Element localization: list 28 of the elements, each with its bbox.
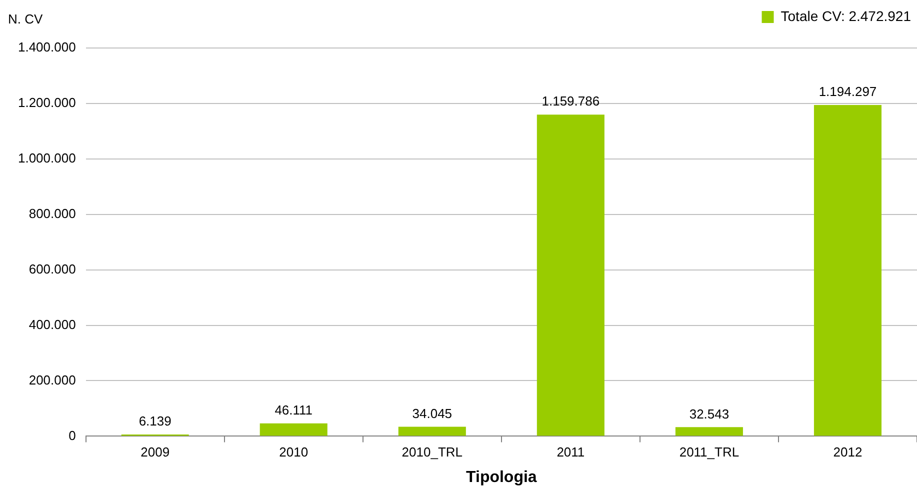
y-tick-label: 0: [68, 428, 76, 443]
y-tick-label: 200.000: [28, 372, 76, 388]
y-tick-label: 1.400.000: [18, 40, 76, 55]
y-axis-title: N. CV: [8, 12, 43, 27]
x-tick-label: 2012: [833, 444, 862, 460]
x-tick-label: 2010: [279, 444, 308, 460]
x-axis-title: Tipologia: [466, 468, 537, 486]
x-tick-label: 2011_TRL: [679, 444, 740, 460]
bar: [398, 426, 466, 436]
bar: [675, 427, 743, 436]
x-tick-label: 2011: [556, 444, 585, 460]
bar: [260, 423, 328, 436]
y-tick-label: 1.200.000: [18, 95, 76, 110]
bar: [536, 114, 604, 436]
y-tick-label: 400.000: [28, 316, 76, 332]
x-tick-label: 2010_TRL: [402, 444, 463, 460]
y-tick-label: 1.000.000: [18, 150, 76, 166]
x-tick-label: 2009: [140, 444, 170, 460]
legend-label: Totale CV: 2.472.921: [780, 8, 912, 24]
bar: [814, 105, 882, 436]
data-label: 1.194.297: [818, 84, 877, 100]
y-tick-label: 800.000: [28, 206, 76, 221]
y-tick-label: 600.000: [28, 261, 76, 276]
data-label: 1.159.786: [542, 94, 600, 109]
data-label: 46.111: [274, 402, 313, 418]
data-label: 32.543: [689, 406, 730, 422]
data-label: 34.045: [412, 406, 452, 421]
data-label: 6.139: [138, 414, 172, 429]
